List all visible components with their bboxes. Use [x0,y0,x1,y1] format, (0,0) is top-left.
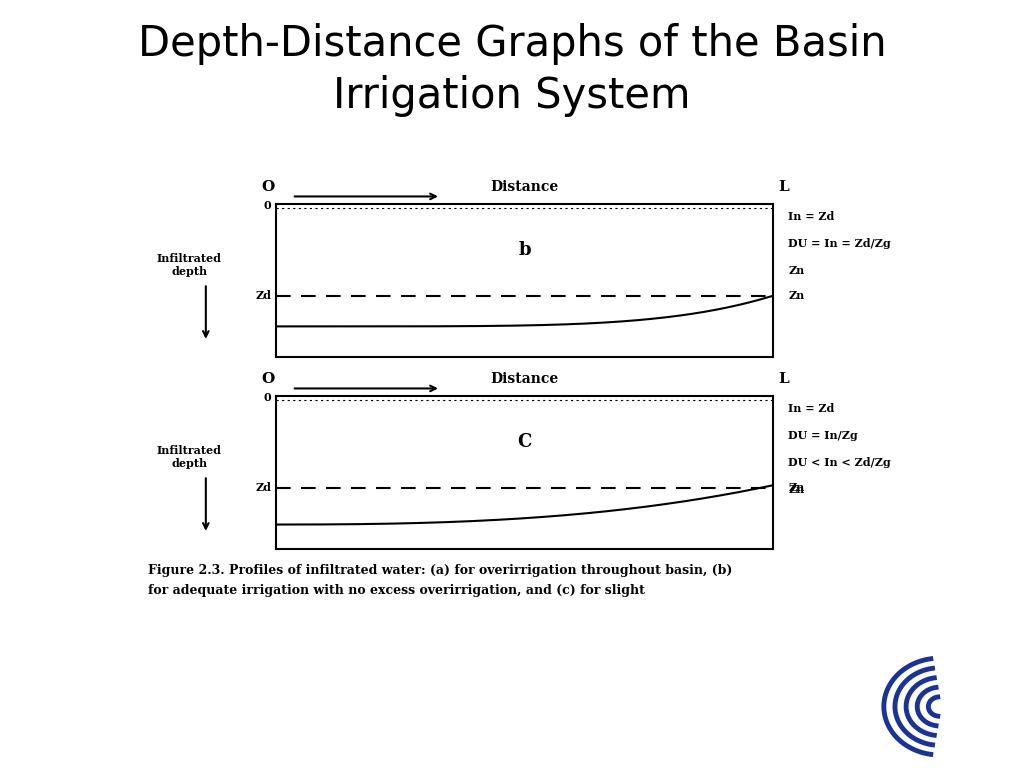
Text: C: C [517,432,532,451]
Text: DU = In = Zd/Zg: DU = In = Zd/Zg [788,238,891,249]
Text: DU = In/Zg: DU = In/Zg [788,430,858,441]
Text: Zd: Zd [255,290,271,301]
Text: DU < In < Zd/Zg: DU < In < Zd/Zg [788,457,891,468]
Text: for adequate irrigation with no excess overirrigation, and (c) for slight: for adequate irrigation with no excess o… [148,584,645,597]
Text: O: O [261,372,274,386]
Text: Infiltrated
depth: Infiltrated depth [157,253,222,276]
Text: 0: 0 [264,200,271,210]
Text: L: L [778,372,788,386]
Text: L: L [778,180,788,194]
Text: Depth-Distance Graphs of the Basin
Irrigation System: Depth-Distance Graphs of the Basin Irrig… [137,23,887,117]
Text: Zn: Zn [788,482,805,493]
Text: 0: 0 [264,392,271,402]
Text: b: b [518,240,531,259]
Text: Zn: Zn [788,265,805,276]
Text: In = Zd: In = Zd [788,403,835,414]
Text: Figure 2.3. Profiles of infiltrated water: (a) for overirrigation throughout bas: Figure 2.3. Profiles of infiltrated wate… [148,564,733,578]
Text: Zd: Zd [255,482,271,493]
Text: O: O [261,180,274,194]
Text: In = Zd: In = Zd [788,211,835,222]
Text: Zn: Zn [788,290,805,301]
Text: Distance: Distance [490,180,559,194]
Text: Distance: Distance [490,372,559,386]
Text: Zn: Zn [788,484,805,495]
Text: Infiltrated
depth: Infiltrated depth [157,445,222,468]
